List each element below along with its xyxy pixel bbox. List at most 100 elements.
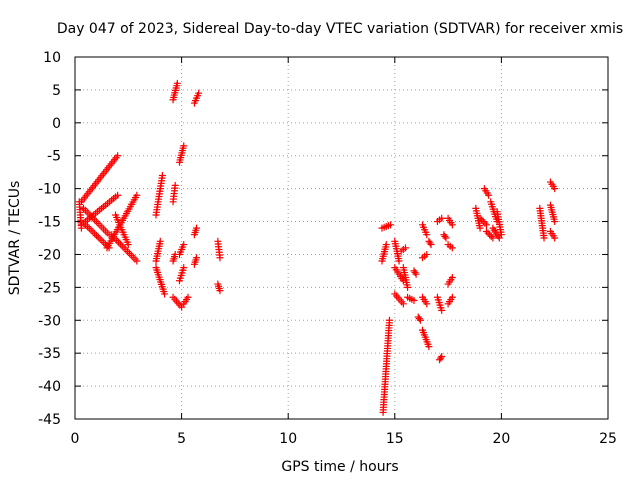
- point-cluster: [433, 293, 446, 314]
- data-point: [133, 191, 141, 199]
- y-tick-label: -45: [38, 412, 61, 428]
- point-cluster: [75, 198, 85, 232]
- y-tick-label: 10: [43, 50, 61, 66]
- data-point: [540, 234, 548, 242]
- data-point: [485, 191, 493, 199]
- y-tick-label: -20: [38, 247, 61, 263]
- point-cluster: [379, 316, 393, 416]
- plot-frame: [74, 56, 609, 420]
- data-point: [551, 185, 559, 193]
- data-point: [77, 224, 85, 232]
- x-tick-label: 10: [279, 431, 297, 447]
- data-point: [423, 231, 431, 239]
- data-point: [114, 152, 122, 160]
- y-axis-label: SDTVAR / TECUs: [7, 181, 23, 296]
- x-axis-label: GPS time / hours: [281, 459, 398, 475]
- x-tick-label: 25: [599, 431, 617, 447]
- y-tick-label: -30: [38, 313, 61, 329]
- data-point: [156, 237, 164, 245]
- data-point: [448, 244, 456, 252]
- x-tick-labels: 0 5 10 15 20 25: [71, 431, 617, 447]
- point-cluster: [391, 290, 407, 308]
- point-cluster: [444, 241, 456, 252]
- point-cluster: [546, 201, 559, 226]
- data-point: [411, 269, 419, 277]
- point-cluster: [152, 264, 169, 298]
- data-point: [497, 231, 505, 239]
- point-cluster: [180, 293, 192, 308]
- data-point: [180, 142, 188, 150]
- point-cluster: [107, 231, 141, 265]
- data-point: [438, 306, 446, 314]
- point-cluster: [175, 241, 188, 258]
- point-cluster: [444, 293, 456, 308]
- point-cluster: [169, 181, 179, 206]
- y-tick-label: -40: [38, 379, 61, 395]
- x-tick-label: 15: [386, 431, 404, 447]
- point-cluster: [489, 224, 503, 242]
- data-point: [193, 254, 201, 262]
- data-point: [438, 214, 446, 222]
- point-cluster: [410, 267, 420, 278]
- y-tick-label: -10: [38, 182, 61, 198]
- point-cluster: [190, 224, 201, 239]
- data-point: [448, 293, 456, 301]
- point-cluster: [419, 326, 433, 351]
- data-point: [180, 264, 188, 272]
- data-point: [438, 352, 446, 360]
- data-point: [410, 297, 418, 305]
- data-points: [75, 79, 559, 416]
- point-cluster: [399, 264, 412, 291]
- point-cluster: [378, 221, 395, 232]
- data-point: [96, 235, 104, 243]
- data-point: [133, 257, 141, 265]
- axis-ticks: [74, 56, 609, 420]
- data-point: [415, 315, 423, 323]
- y-tick-labels: 10 5 0 -5 -10 -15 -20 -25 -30 -35 -40 -45: [38, 50, 61, 428]
- data-point: [484, 229, 492, 237]
- data-point: [423, 300, 431, 308]
- y-tick-label: -5: [47, 149, 61, 165]
- data-point: [476, 224, 484, 232]
- data-point: [216, 287, 224, 295]
- data-point: [423, 250, 431, 258]
- data-point: [158, 171, 166, 179]
- data-point: [482, 221, 490, 229]
- data-point: [87, 226, 95, 234]
- data-point: [92, 231, 100, 239]
- y-tick-label: 5: [52, 83, 61, 99]
- point-cluster: [391, 264, 407, 285]
- point-cluster: [425, 237, 435, 249]
- data-point: [184, 293, 192, 301]
- point-cluster: [546, 178, 559, 193]
- data-point: [171, 181, 179, 189]
- data-point: [437, 354, 445, 362]
- y-tick-label: 0: [52, 116, 61, 132]
- data-point: [195, 89, 203, 97]
- data-point: [426, 239, 434, 247]
- point-cluster: [493, 208, 505, 239]
- data-point: [412, 270, 420, 278]
- x-tick-label: 20: [492, 431, 510, 447]
- data-point: [385, 316, 393, 324]
- y-tick-label: -25: [38, 280, 61, 296]
- point-cluster: [112, 211, 132, 249]
- point-cluster: [419, 293, 431, 308]
- data-point: [94, 233, 102, 241]
- y-tick-label: -15: [38, 215, 61, 231]
- data-point: [193, 224, 201, 232]
- data-point: [387, 221, 395, 229]
- point-cluster: [436, 352, 446, 364]
- data-point: [482, 227, 490, 235]
- y-tick-label: -35: [38, 346, 61, 362]
- point-cluster: [480, 185, 493, 199]
- point-cluster: [397, 244, 409, 255]
- data-point: [478, 216, 486, 224]
- data-point: [216, 254, 224, 262]
- data-point: [448, 273, 456, 281]
- data-point: [85, 224, 93, 232]
- point-cluster: [476, 214, 490, 229]
- point-cluster: [190, 254, 201, 268]
- point-cluster: [391, 237, 403, 265]
- point-cluster: [536, 204, 548, 242]
